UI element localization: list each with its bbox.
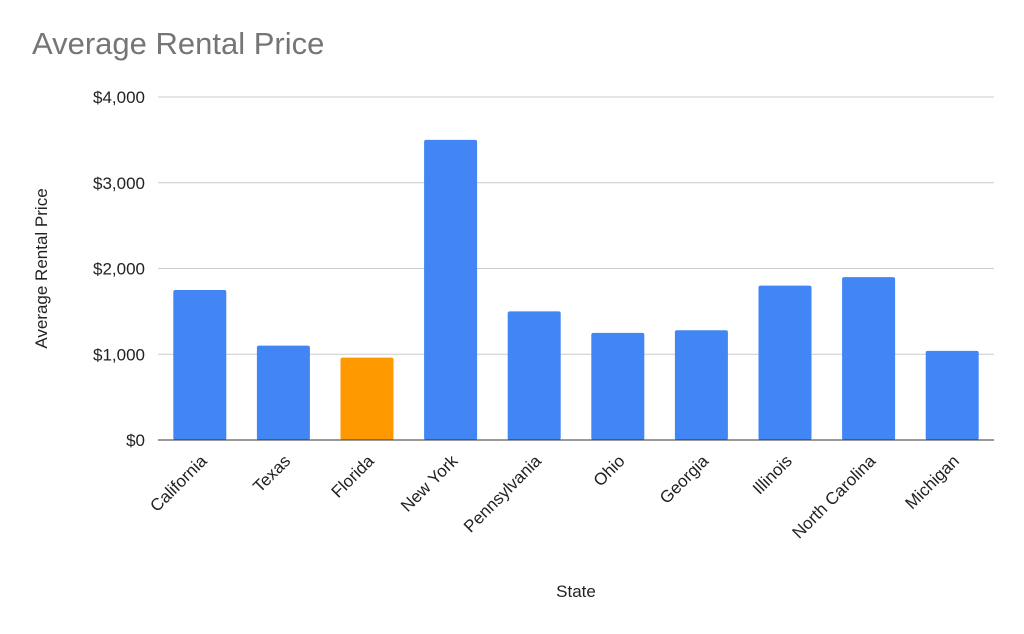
y-axis-title: Average Rental Price [32,188,51,348]
x-tick-label: Ohio [590,451,629,490]
y-tick-label: $1,000 [93,345,145,364]
y-tick-labels: $0 $1,000 $2,000 $3,000 $4,000 [93,88,145,450]
y-tick-label: $4,000 [93,88,145,107]
x-tick-labels: California Texas Florida New YorkPennsylvan… [146,451,963,542]
bar-north-carolina [842,277,896,440]
bar-michigan [925,350,979,440]
bar-california [173,289,227,440]
bars [173,139,979,440]
bar-illinois [758,285,812,440]
y-tick-label: $0 [126,431,145,450]
bar-georgia [674,330,728,440]
bar-florida [340,357,394,440]
x-tick-label: North Carolina [788,451,879,542]
bar-ohio [591,332,645,440]
y-tick-label: $2,000 [93,260,145,279]
x-tick-label: California [146,451,211,516]
x-axis-title: State [556,582,596,601]
bar-pennsylvania [507,311,561,440]
x-tick-label: Texas [249,451,294,496]
y-tick-label: $3,000 [93,174,145,193]
x-tick-label: Illinois [749,451,796,498]
x-tick-label: Michigan [901,451,963,513]
x-tick-label: New York [397,451,462,516]
bar-new-york [424,139,478,440]
chart-title: Average Rental Price [32,26,325,61]
bar-texas [256,345,310,440]
x-tick-label: Florida [328,451,379,502]
x-tick-label: Georgia [656,451,713,508]
x-tick-label: Pennsylvania [460,451,545,536]
